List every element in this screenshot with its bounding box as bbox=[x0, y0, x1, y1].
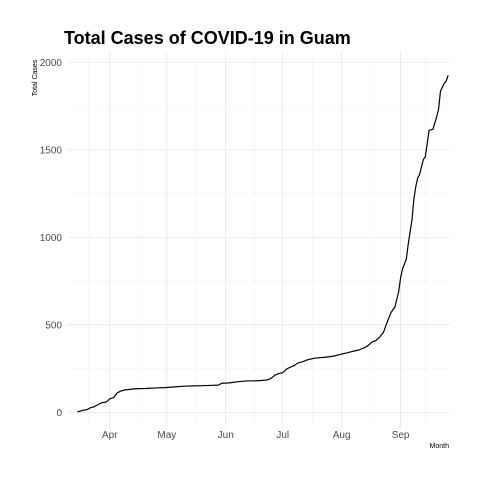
y-tick-label: 1500 bbox=[40, 145, 63, 156]
x-tick-label: Sep bbox=[392, 430, 410, 441]
x-axis-title: Month bbox=[430, 443, 450, 450]
y-tick-label: 0 bbox=[56, 408, 62, 419]
y-axis-title: Total Cases bbox=[32, 59, 39, 96]
gridlines bbox=[68, 52, 450, 428]
x-tick-label: May bbox=[157, 430, 176, 441]
x-tick-label: Jun bbox=[218, 430, 234, 441]
chart-title: Total Cases of COVID-19 in Guam bbox=[64, 28, 351, 48]
y-tick-label: 500 bbox=[45, 320, 62, 331]
y-tick-label: 2000 bbox=[40, 58, 63, 69]
y-tick-label: 1000 bbox=[40, 233, 63, 244]
x-tick-label: Aug bbox=[333, 430, 351, 441]
x-tick-label: Apr bbox=[102, 430, 118, 441]
y-axis-ticks: 0 500 1000 1500 2000 bbox=[40, 58, 63, 419]
x-tick-label: Jul bbox=[276, 430, 289, 441]
series-group bbox=[78, 75, 449, 411]
x-axis-ticks: Apr May Jun Jul Aug Sep bbox=[102, 430, 410, 441]
series-line-total-cases bbox=[78, 75, 449, 411]
